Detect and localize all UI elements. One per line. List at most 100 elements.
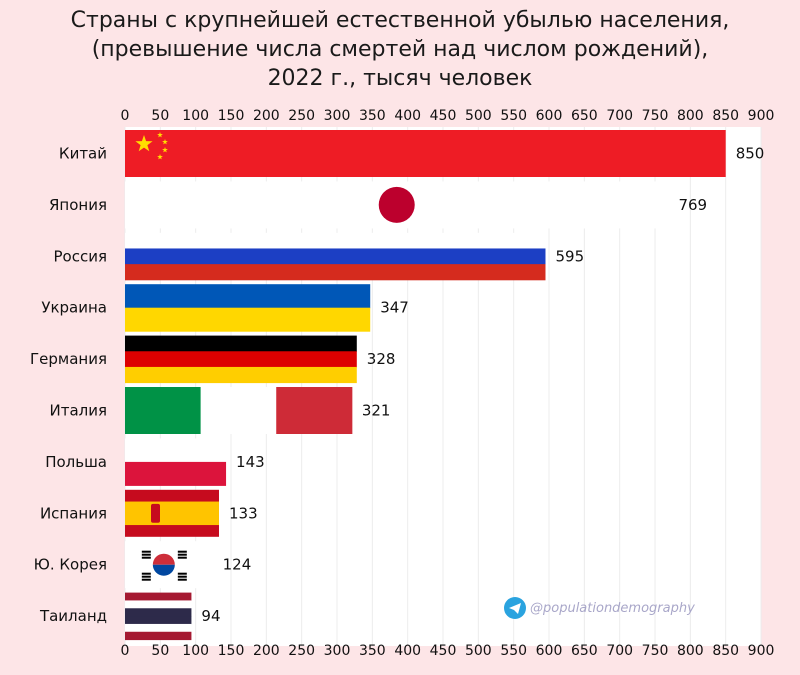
x-tick-label-top: 650 (571, 108, 598, 124)
flag-stripe (125, 351, 357, 368)
flag-coat-of-arms (151, 503, 160, 523)
flag-trigram (141, 578, 151, 581)
flag-stripe (125, 335, 357, 352)
x-tick-label-bottom: 300 (324, 643, 351, 659)
x-tick-label-bottom: 600 (536, 643, 563, 659)
x-tick-label-bottom: 850 (712, 643, 739, 659)
labels: Китай 850 Япония 769 Россия 595 Украина 347 Герм… (30, 145, 764, 626)
x-tick-label-top: 550 (500, 108, 527, 124)
flag-stripe (125, 307, 371, 332)
flag-trigram (177, 575, 187, 578)
flag-trigram (141, 575, 151, 578)
flag-stripe (125, 631, 192, 641)
value-label: 769 (678, 196, 707, 214)
bar (125, 592, 192, 641)
x-tick-label-bottom: 700 (606, 643, 633, 659)
flag-star (162, 139, 168, 145)
bar (125, 284, 371, 332)
x-tick-label-bottom: 100 (182, 643, 209, 659)
watermark-text: @populationdemography (530, 601, 695, 616)
x-tick-label-bottom: 200 (253, 643, 280, 659)
bar (125, 489, 219, 537)
x-tick-label-bottom: 800 (677, 643, 704, 659)
category-label: Италия (49, 402, 107, 420)
flag-star (162, 147, 168, 153)
x-tick-label-top: 500 (465, 108, 492, 124)
bar (125, 130, 726, 177)
x-tick-label-top: 250 (288, 108, 315, 124)
category-label: Таиланд (39, 607, 107, 625)
x-tick-label-top: 50 (151, 108, 169, 124)
x-tick-label-bottom: 650 (571, 643, 598, 659)
x-tick-label-bottom: 0 (121, 643, 130, 659)
x-tick-label-top: 750 (642, 108, 669, 124)
value-label: 143 (236, 453, 265, 471)
watermark: @populationdemography (504, 597, 695, 619)
flag-taegeuk-blue (152, 564, 175, 576)
flag-trigram (177, 553, 187, 556)
x-tick-label-top: 150 (218, 108, 245, 124)
flag-star (157, 154, 163, 160)
flag-stripe (125, 248, 546, 265)
category-label: Испания (40, 504, 107, 522)
value-label: 124 (223, 556, 252, 574)
flag-stripe (125, 232, 546, 249)
x-tick-label-bottom: 150 (218, 643, 245, 659)
axis-ticks: 0 0 50 50 100 100 150 150 200 200 250 250 300 300 350 3… (121, 108, 775, 659)
x-tick-label-top: 100 (182, 108, 209, 124)
flag-stripe (125, 366, 357, 384)
x-tick-label-top: 900 (748, 108, 775, 124)
x-tick-label-bottom: 400 (394, 643, 421, 659)
category-label: Япония (49, 196, 107, 214)
chart-title-block: Страны с крупнейшей естественной убылью … (0, 6, 800, 93)
bar (125, 335, 357, 384)
category-label: Ю. Корея (34, 556, 107, 574)
bar (125, 387, 353, 434)
flag-stripe (276, 387, 353, 434)
flag-stripe (125, 616, 192, 625)
flag-star (135, 135, 153, 152)
x-tick-label-bottom: 550 (500, 643, 527, 659)
value-label: 347 (380, 299, 409, 317)
flag-taegeuk-red (152, 553, 175, 565)
chart-subtitle: (превышение числа смертей над числом рож… (91, 37, 709, 62)
flag-stripe (125, 387, 202, 434)
value-label: 850 (736, 145, 765, 163)
x-tick-label-bottom: 750 (642, 643, 669, 659)
chart-title: Страны с крупнейшей естественной убылью … (70, 8, 730, 33)
flag-stripe (125, 608, 192, 617)
x-tick-label-bottom: 50 (151, 643, 169, 659)
flag-trigram (141, 556, 151, 559)
x-tick-label-bottom: 250 (288, 643, 315, 659)
bar (125, 181, 669, 229)
category-label: Польша (45, 453, 107, 471)
x-tick-label-top: 0 (121, 108, 130, 124)
bar (125, 541, 213, 589)
flag-stripe (125, 600, 192, 609)
value-label: 595 (555, 247, 584, 265)
category-label: Украина (41, 299, 107, 317)
value-label: 321 (362, 402, 391, 420)
x-tick-label-top: 300 (324, 108, 351, 124)
flag-disc (378, 186, 415, 223)
chart-subtitle-year: 2022 г., тысяч человек (267, 66, 533, 91)
x-tick-label-top: 400 (394, 108, 421, 124)
flag-stripe (200, 387, 277, 434)
category-label: Россия (54, 247, 108, 265)
x-tick-label-bottom: 500 (465, 643, 492, 659)
flag-trigram (177, 578, 187, 581)
x-tick-label-top: 350 (359, 108, 386, 124)
value-label: 328 (367, 350, 396, 368)
flag-stripe (125, 264, 546, 281)
bar (125, 438, 227, 486)
bars (125, 130, 726, 641)
x-tick-label-bottom: 350 (359, 643, 386, 659)
flag-star (157, 132, 163, 138)
bar (125, 232, 546, 281)
value-label: 133 (229, 504, 258, 522)
x-tick-label-bottom: 450 (430, 643, 457, 659)
x-tick-label-top: 450 (430, 108, 457, 124)
x-tick-label-top: 850 (712, 108, 739, 124)
value-label: 94 (201, 607, 220, 625)
flag-trigram (141, 572, 151, 575)
